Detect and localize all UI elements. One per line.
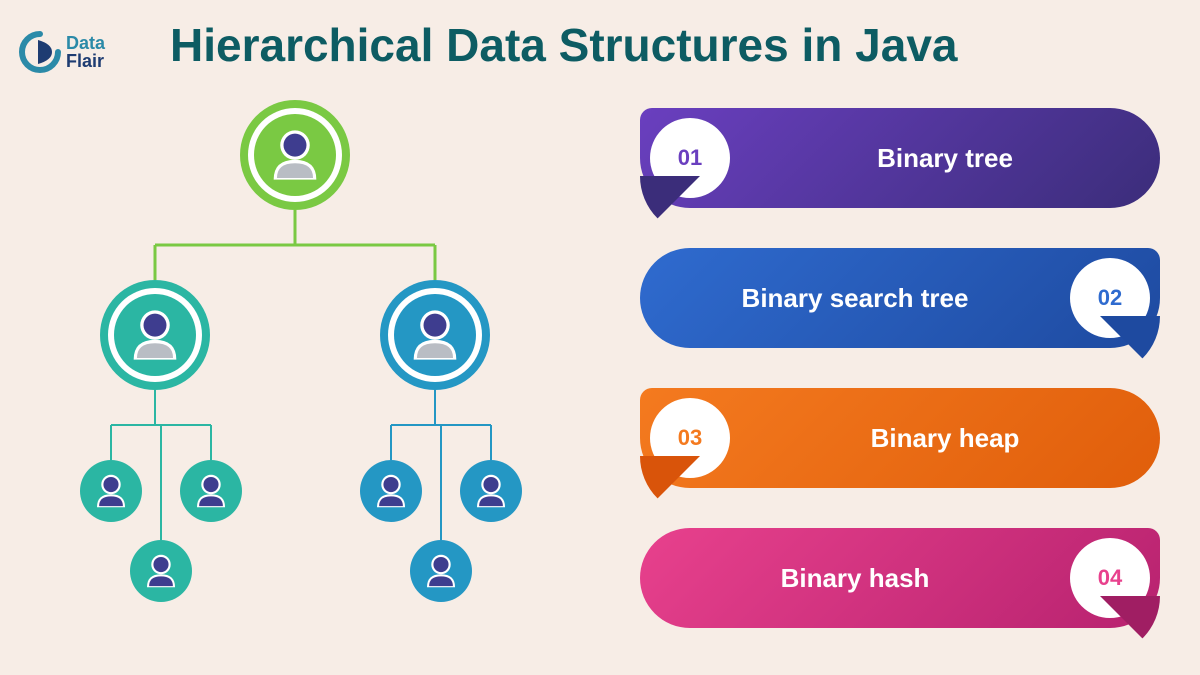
pill-hook [1100,316,1160,376]
tree-node-l3 [130,540,192,602]
logo: Data Flair [18,30,105,74]
pill-3: 03Binary heap [640,388,1160,488]
logo-icon [18,30,62,74]
pill-2: Binary search tree02 [640,248,1160,348]
tree-node-right [380,280,490,390]
pill-label: Binary hash [640,563,1070,594]
pill-4: Binary hash04 [640,528,1160,628]
pill-hook [640,456,700,516]
tree-node-left [100,280,210,390]
logo-text-2: Flair [66,52,105,70]
tree-node-r3 [410,540,472,602]
pill-1: 01Binary tree [640,108,1160,208]
pill-label: Binary search tree [640,283,1070,314]
pill-label: Binary heap [730,423,1160,454]
tree-node-r1 [360,460,422,522]
hierarchy-tree [40,100,560,660]
pill-label: Binary tree [730,143,1160,174]
pill-hook [640,176,700,236]
pill-list: 01Binary tree Binary search tree02 03Binar… [640,108,1160,628]
tree-node-root [240,100,350,210]
page-title: Hierarchical Data Structures in Java [170,18,957,72]
tree-node-r2 [460,460,522,522]
logo-text-1: Data [66,34,105,52]
tree-node-l2 [180,460,242,522]
tree-node-l1 [80,460,142,522]
